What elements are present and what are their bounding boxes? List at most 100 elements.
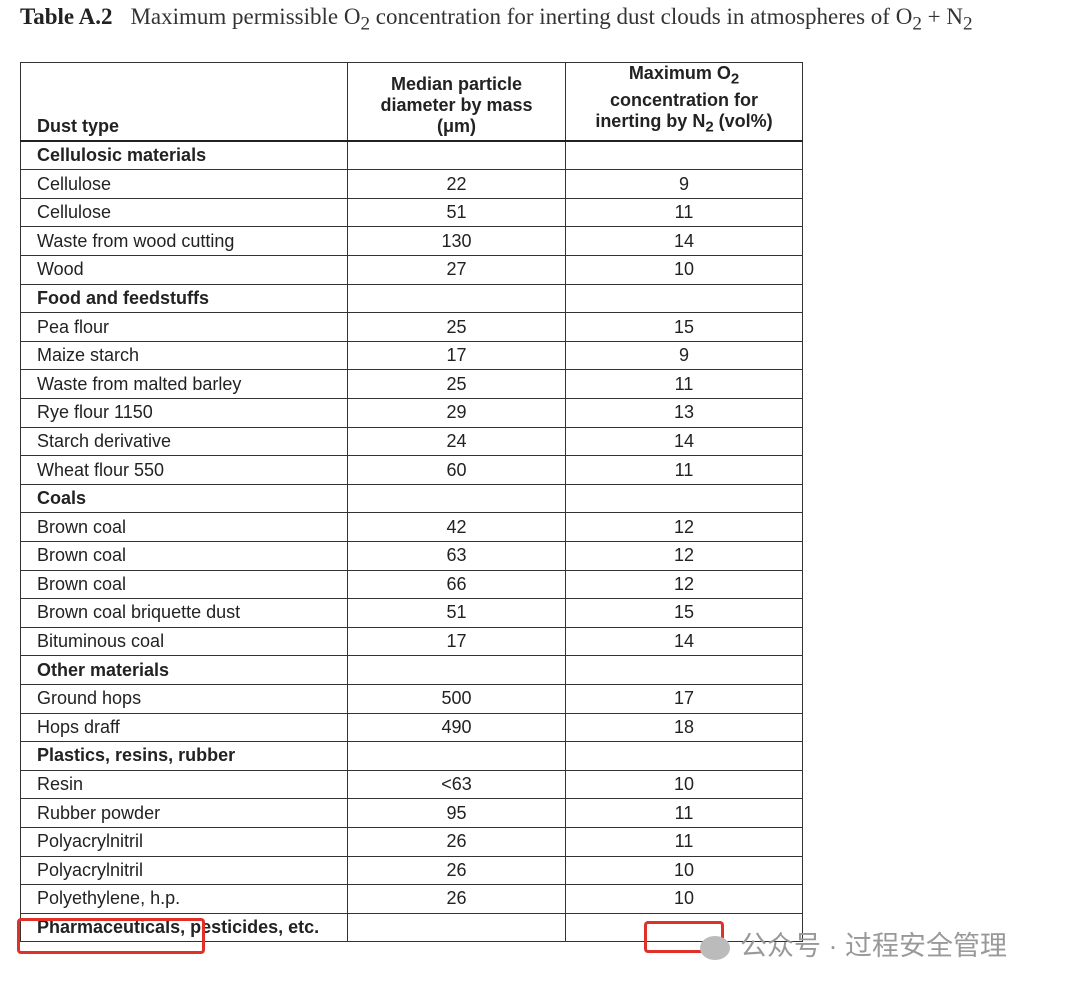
data-row: Cellulose 51 11 bbox=[20, 197, 803, 228]
group-row: Pharmaceuticals, pesticides, etc. bbox=[20, 912, 803, 943]
dust-type: Waste from wood cutting bbox=[20, 226, 348, 257]
data-row: Wheat flour 550 60 11 bbox=[20, 455, 803, 485]
text-segment: concentration for inerting by N bbox=[595, 89, 758, 131]
dust-type: Starch derivative bbox=[20, 426, 348, 457]
particle-diameter: 51 bbox=[347, 197, 566, 228]
particle-diameter: 26 bbox=[347, 855, 566, 886]
watermark-icon bbox=[700, 935, 730, 960]
dust-type: Polyacrylnitril bbox=[20, 826, 348, 857]
particle-diameter: 29 bbox=[347, 398, 566, 428]
max-o2: 15 bbox=[565, 598, 803, 628]
text-segment: Median particle diameter by mass (μm) bbox=[380, 74, 533, 137]
empty-cell bbox=[347, 283, 566, 314]
text-segment: concentration for inerting dust clouds i… bbox=[370, 4, 913, 29]
dust-type: Rubber powder bbox=[20, 798, 348, 828]
dust-type: Polyacrylnitril bbox=[20, 855, 348, 886]
dust-type: Cellulose bbox=[20, 169, 348, 199]
dust-type: Cellulose bbox=[20, 197, 348, 228]
data-row: Brown coal 42 12 bbox=[20, 512, 803, 542]
group-name: Plastics, resins, rubber bbox=[20, 741, 348, 771]
max-o2: 17 bbox=[565, 683, 803, 714]
dust-type: Brown coal bbox=[20, 512, 348, 542]
max-o2: 11 bbox=[565, 826, 803, 857]
subscript: 2 bbox=[360, 13, 371, 35]
table-label: Table A.2 bbox=[20, 4, 113, 29]
header-row: Dust type Median particle diameter by mas… bbox=[20, 62, 803, 142]
max-o2: 13 bbox=[565, 398, 803, 428]
group-row: Other materials bbox=[20, 655, 803, 685]
group-name: Coals bbox=[20, 483, 348, 514]
empty-cell bbox=[565, 655, 803, 685]
max-o2: 12 bbox=[565, 512, 803, 542]
max-o2: 9 bbox=[565, 340, 803, 371]
table-body: Cellulosic materials Cellulose 22 9 Cellulos… bbox=[20, 140, 803, 943]
particle-diameter: 66 bbox=[347, 569, 566, 600]
watermark: 公众号 · 过程安全管理 bbox=[700, 924, 1007, 963]
empty-cell bbox=[565, 912, 803, 943]
data-row: Rye flour 1150 29 13 bbox=[20, 398, 803, 428]
dust-type: Polyethylene, h.p. bbox=[20, 884, 348, 914]
data-row: Rubber powder 95 11 bbox=[20, 798, 803, 828]
data-row: Resin <63 10 bbox=[20, 769, 803, 800]
max-o2: 10 bbox=[565, 884, 803, 914]
particle-diameter: 26 bbox=[347, 826, 566, 857]
watermark-text: 公众号 · 过程安全管理 bbox=[740, 931, 1007, 961]
data-row: Bituminous coal 17 14 bbox=[20, 626, 803, 657]
particle-diameter: 17 bbox=[347, 626, 566, 657]
particle-diameter: 60 bbox=[347, 455, 566, 485]
dust-type: Ground hops bbox=[20, 683, 348, 714]
group-name: Cellulosic materials bbox=[20, 140, 348, 171]
dust-type: Wood bbox=[20, 255, 348, 285]
text-segment: Maximum permissible O bbox=[130, 4, 361, 29]
particle-diameter: 500 bbox=[347, 683, 566, 714]
data-row: Waste from malted barley 25 11 bbox=[20, 369, 803, 400]
group-name: Food and feedstuffs bbox=[20, 283, 348, 314]
max-o2: 11 bbox=[565, 455, 803, 485]
data-row: Cellulose 22 9 bbox=[20, 169, 803, 199]
particle-diameter: 22 bbox=[347, 169, 566, 199]
data-row: Brown coal 63 12 bbox=[20, 541, 803, 571]
max-o2: 10 bbox=[565, 855, 803, 886]
text-segment: (vol%) bbox=[713, 110, 773, 131]
dust-type: Brown coal bbox=[20, 569, 348, 600]
data-row: Maize starch 17 9 bbox=[20, 340, 803, 371]
particle-diameter: 17 bbox=[347, 340, 566, 371]
dust-type: Waste from malted barley bbox=[20, 369, 348, 400]
particle-diameter: 95 bbox=[347, 798, 566, 828]
subscript: 2 bbox=[705, 118, 714, 136]
max-o2: 15 bbox=[565, 312, 803, 342]
column-header: Median particle diameter by mass (μm) bbox=[347, 62, 566, 142]
max-o2: 11 bbox=[565, 369, 803, 400]
dust-type: Hops draff bbox=[20, 712, 348, 743]
particle-diameter: 25 bbox=[347, 369, 566, 400]
data-table: Dust type Median particle diameter by mas… bbox=[20, 62, 803, 943]
max-o2: 11 bbox=[565, 197, 803, 228]
max-o2: 12 bbox=[565, 569, 803, 600]
particle-diameter: 490 bbox=[347, 712, 566, 743]
subscript: 2 bbox=[963, 13, 973, 35]
max-o2: 14 bbox=[565, 626, 803, 657]
max-o2: 10 bbox=[565, 255, 803, 285]
text-segment: + N bbox=[921, 4, 963, 29]
max-o2: 18 bbox=[565, 712, 803, 743]
data-row: Ground hops 500 17 bbox=[20, 683, 803, 714]
particle-diameter: 51 bbox=[347, 598, 566, 628]
data-row: Polyethylene, h.p. 26 10 bbox=[20, 884, 803, 914]
data-row: Waste from wood cutting 130 14 bbox=[20, 226, 803, 257]
text-segment: Maximum O bbox=[628, 63, 731, 83]
max-o2: 9 bbox=[565, 169, 803, 199]
dust-type: Bituminous coal bbox=[20, 626, 348, 657]
empty-cell bbox=[565, 483, 803, 514]
particle-diameter: 26 bbox=[347, 884, 566, 914]
dust-type: Resin bbox=[20, 769, 348, 800]
empty-cell bbox=[347, 912, 566, 943]
subscript: 2 bbox=[730, 70, 740, 88]
dust-type: Pea flour bbox=[20, 312, 348, 342]
max-o2: 14 bbox=[565, 426, 803, 457]
particle-diameter: 42 bbox=[347, 512, 566, 542]
empty-cell bbox=[565, 283, 803, 314]
max-o2: 11 bbox=[565, 798, 803, 828]
max-o2: 12 bbox=[565, 541, 803, 571]
empty-cell bbox=[347, 655, 566, 685]
